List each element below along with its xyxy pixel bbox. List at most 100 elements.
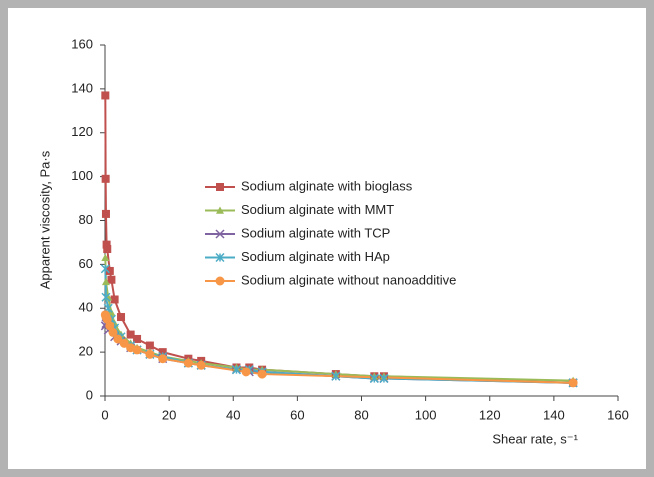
legend-label: Sodium alginate without nanoadditive <box>241 272 456 287</box>
marker <box>101 174 110 183</box>
marker <box>103 245 112 254</box>
y-tick-label: 120 <box>71 124 93 139</box>
marker-shape <box>100 264 110 274</box>
marker <box>100 264 110 274</box>
marker-shape <box>101 209 110 218</box>
marker <box>101 91 110 100</box>
marker <box>379 373 389 383</box>
marker <box>133 334 142 343</box>
marker <box>216 183 224 191</box>
marker <box>108 327 118 337</box>
marker <box>158 348 167 357</box>
marker <box>101 277 110 286</box>
marker-shape <box>216 206 224 214</box>
x-tick-label: 20 <box>162 407 176 422</box>
marker <box>215 276 225 286</box>
legend-label: Sodium alginate with TCP <box>241 225 390 240</box>
y-tick-label: 60 <box>79 256 93 271</box>
marker-shape <box>215 252 225 263</box>
marker-shape <box>257 369 267 379</box>
marker-shape <box>132 345 142 355</box>
marker-shape <box>241 367 251 377</box>
marker <box>215 229 225 239</box>
marker-shape <box>110 295 119 304</box>
marker <box>331 371 341 381</box>
marker-shape <box>101 253 110 261</box>
legend-label: Sodium alginate with bioglass <box>241 178 413 193</box>
legend-label: Sodium alginate with MMT <box>241 202 394 217</box>
marker <box>105 266 114 275</box>
marker <box>369 373 379 383</box>
marker-shape <box>231 365 241 375</box>
marker <box>183 358 193 368</box>
y-tick-label: 140 <box>71 80 93 95</box>
marker-shape <box>216 183 224 191</box>
marker <box>119 338 129 348</box>
x-axis-label: Shear rate, s⁻¹ <box>492 431 578 446</box>
marker-shape <box>101 277 110 286</box>
y-tick-label: 80 <box>79 212 93 227</box>
marker-shape <box>126 330 135 339</box>
marker <box>101 253 110 261</box>
marker <box>257 369 267 379</box>
marker-shape <box>145 349 155 359</box>
marker-shape <box>105 266 114 275</box>
y-tick-label: 100 <box>71 168 93 183</box>
marker <box>110 295 119 304</box>
marker-shape <box>568 378 578 388</box>
marker <box>117 313 126 322</box>
marker-shape <box>101 174 110 183</box>
marker <box>101 292 111 302</box>
marker <box>102 240 111 249</box>
marker-shape <box>133 334 142 343</box>
x-tick-label: 100 <box>415 407 437 422</box>
marker <box>113 334 123 344</box>
marker <box>196 360 206 370</box>
x-tick-label: 60 <box>290 407 304 422</box>
x-tick-label: 0 <box>101 407 108 422</box>
marker-shape <box>196 360 206 370</box>
marker-shape <box>369 373 379 383</box>
y-tick-label: 0 <box>86 387 93 402</box>
marker <box>158 354 168 364</box>
marker <box>145 349 155 359</box>
marker-shape <box>183 358 193 368</box>
y-tick-label: 20 <box>79 344 93 359</box>
marker <box>126 330 135 339</box>
marker <box>101 209 110 218</box>
marker-shape <box>215 276 225 286</box>
marker <box>132 345 142 355</box>
marker <box>241 367 251 377</box>
marker-shape <box>102 240 111 249</box>
x-tick-label: 80 <box>354 407 368 422</box>
marker-shape <box>379 373 389 383</box>
y-axis-label: Apparent viscosity, Pa·s <box>37 150 52 289</box>
marker-shape <box>101 91 110 100</box>
y-tick-label: 160 <box>71 36 93 51</box>
marker-shape <box>119 338 129 348</box>
marker-shape <box>108 327 118 337</box>
marker <box>216 206 224 214</box>
marker-shape <box>101 292 111 302</box>
marker <box>145 341 154 350</box>
marker-shape <box>215 229 225 239</box>
x-tick-label: 160 <box>607 407 629 422</box>
marker-shape <box>145 341 154 350</box>
x-tick-label: 120 <box>479 407 501 422</box>
x-tick-label: 140 <box>543 407 565 422</box>
marker-shape <box>107 275 116 284</box>
marker <box>215 252 225 263</box>
marker-shape <box>117 313 126 322</box>
marker <box>107 275 116 284</box>
marker-shape <box>331 371 341 381</box>
marker-shape <box>158 348 167 357</box>
legend-label: Sodium alginate with HAp <box>241 249 390 264</box>
y-tick-label: 40 <box>79 300 93 315</box>
marker <box>568 378 578 388</box>
marker-shape <box>103 245 112 254</box>
marker-shape <box>113 334 123 344</box>
marker-shape <box>158 354 168 364</box>
x-tick-label: 40 <box>226 407 240 422</box>
